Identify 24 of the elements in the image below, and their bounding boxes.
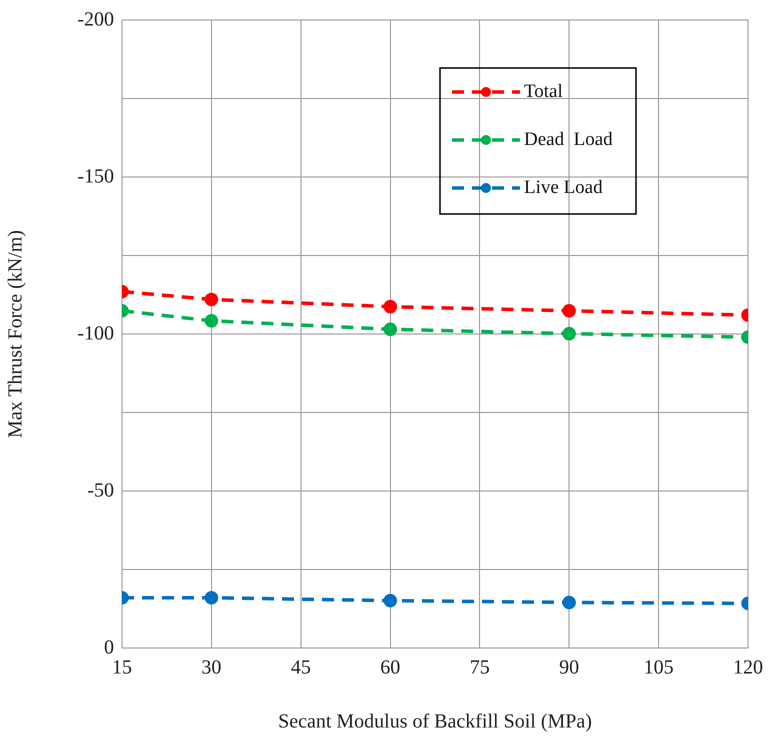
x-axis-title: Secant Modulus of Backfill Soil (MPa) bbox=[278, 710, 592, 732]
point bbox=[562, 304, 576, 318]
x-tick-label: 105 bbox=[644, 656, 674, 678]
point bbox=[384, 322, 398, 336]
x-tick-label: 30 bbox=[201, 656, 222, 678]
y-tick-label: -200 bbox=[77, 8, 114, 30]
x-tick-label: 120 bbox=[733, 656, 763, 678]
point bbox=[562, 326, 576, 340]
x-tick-label: 60 bbox=[380, 656, 400, 678]
y-axis-title: Max Thrust Force (kN/m) bbox=[4, 230, 26, 438]
y-tick-label: -50 bbox=[87, 479, 114, 502]
legend-label: Live Load bbox=[524, 176, 604, 198]
point bbox=[384, 300, 398, 314]
y-tick-label: 0 bbox=[104, 636, 114, 658]
point bbox=[384, 594, 398, 608]
legend-label: Total bbox=[524, 80, 563, 102]
legend-label: Dead Load bbox=[524, 128, 614, 150]
point bbox=[562, 596, 576, 610]
x-tick-label: 90 bbox=[559, 656, 580, 678]
x-tick-label: 45 bbox=[290, 656, 311, 678]
y-tick-label: -100 bbox=[77, 322, 114, 344]
x-tick-label: 15 bbox=[112, 656, 132, 678]
x-tick-label: 75 bbox=[470, 656, 490, 678]
y-tick-label: -150 bbox=[77, 165, 114, 188]
